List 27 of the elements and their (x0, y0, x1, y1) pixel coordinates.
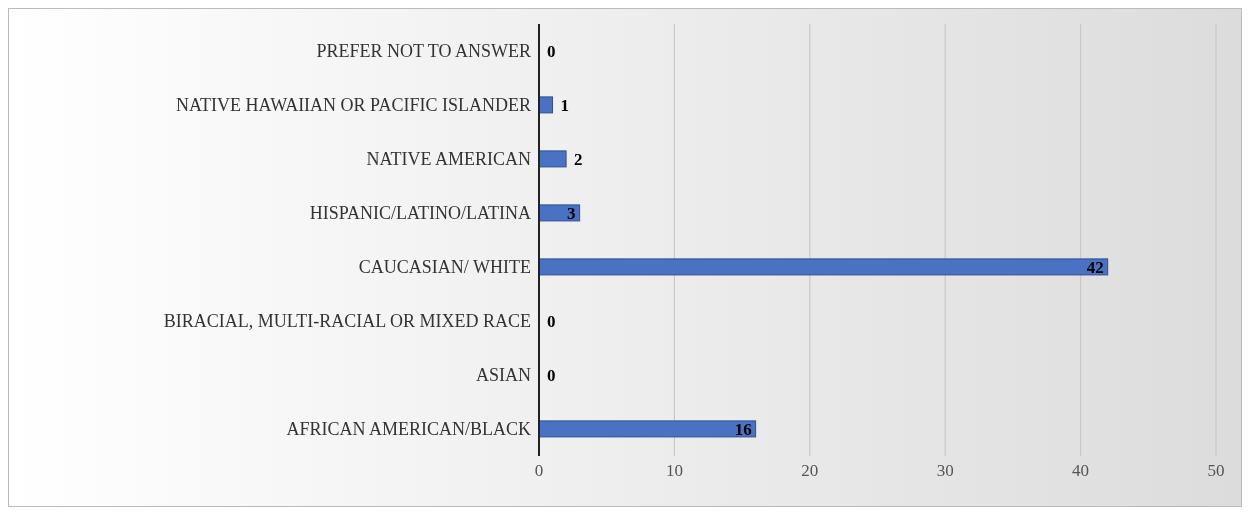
data-label: 2 (574, 149, 583, 169)
y-tick-label: NATIVE AMERICAN (366, 149, 531, 170)
data-label: 42 (1086, 257, 1104, 277)
x-tick-label: 0 (534, 461, 544, 481)
data-label: 0 (547, 311, 556, 331)
bar (539, 96, 554, 114)
y-tick-label: ASIAN (475, 365, 531, 386)
y-tick-label: NATIVE HAWAIIAN OR PACIFIC ISLANDER (176, 95, 531, 116)
y-tick-label: AFRICAN AMERICAN/BLACK (286, 419, 531, 440)
y-tick-label: PREFER NOT TO ANSWER (316, 41, 531, 62)
y-tick-label: HISPANIC/LATINO/LATINA (309, 203, 531, 224)
bar (539, 258, 1109, 276)
y-tick-label: BIRACIAL, MULTI-RACIAL OR MIXED RACE (163, 311, 531, 332)
data-label: 3 (567, 203, 576, 223)
data-label: 0 (547, 41, 556, 61)
x-tick-label: 30 (936, 461, 954, 481)
data-label: 16 (734, 419, 752, 439)
bar (539, 204, 581, 222)
data-label: 0 (547, 365, 556, 385)
bar (539, 420, 757, 438)
x-tick-label: 40 (1072, 461, 1090, 481)
bar (539, 150, 567, 168)
x-tick-label: 50 (1207, 461, 1225, 481)
data-label: 1 (560, 95, 570, 115)
x-tick-label: 20 (801, 461, 819, 481)
y-tick-label: CAUCASIAN/ WHITE (358, 257, 531, 278)
x-tick-label: 10 (665, 461, 683, 481)
